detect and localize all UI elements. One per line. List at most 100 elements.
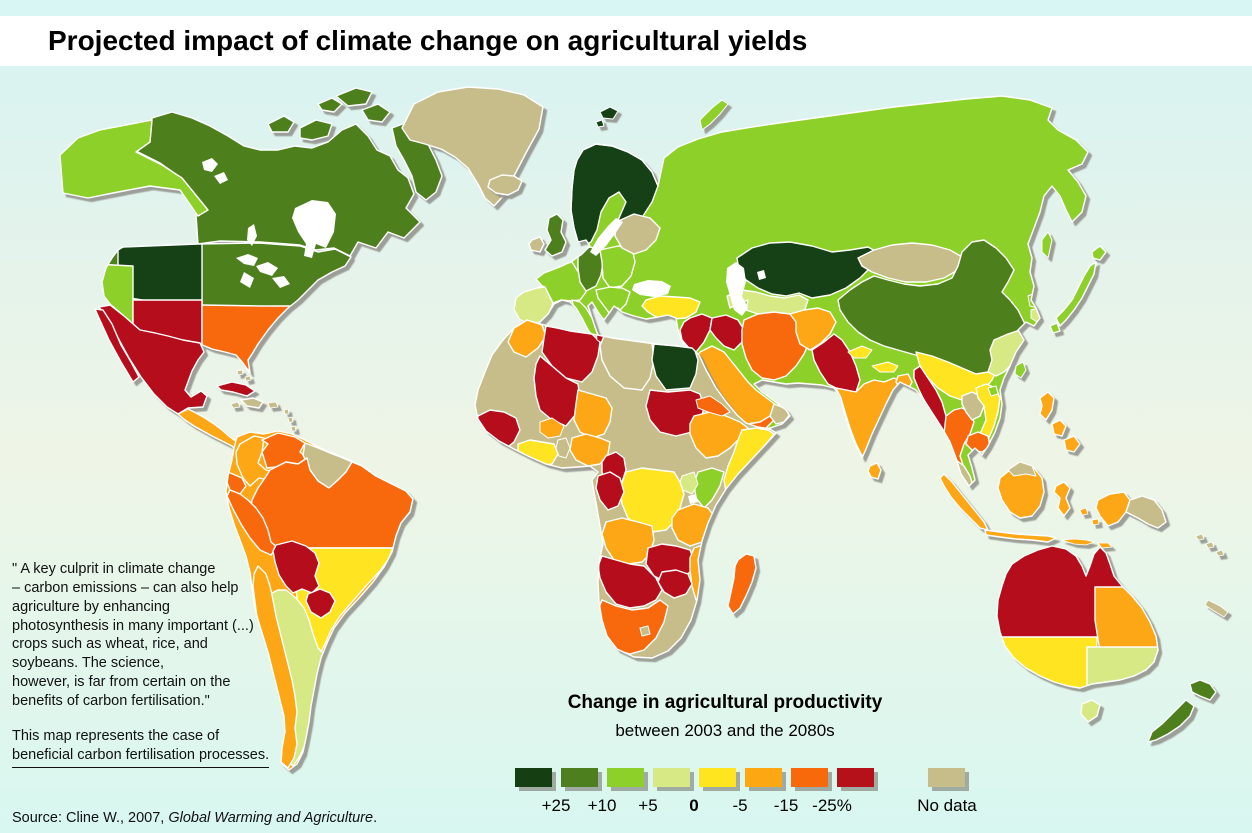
caspian-sea <box>726 262 748 316</box>
region-taiwan <box>1014 361 1027 379</box>
legend-boundary-label: +25 <box>541 796 571 815</box>
region-uruguay <box>327 636 352 657</box>
region-sierra-leone-liberia <box>487 445 513 465</box>
great-lakes <box>236 254 290 288</box>
quote-line: – carbon emissions – can also help <box>12 579 239 596</box>
legend-boundary-label: -25% <box>812 796 852 815</box>
region-borneo-malaysia <box>1007 461 1037 477</box>
continent-oceania <box>996 545 1217 743</box>
region-australia-southwest <box>997 636 1098 688</box>
region-sakhalin <box>1041 231 1053 259</box>
region-ivory-coast-ghana <box>517 439 559 467</box>
region-caribbean-islands <box>230 369 299 441</box>
continent-eurasia <box>487 95 1229 618</box>
source-line: Source: Cline W., 2007, Global Warming a… <box>12 810 377 826</box>
region-iberia <box>514 286 554 326</box>
region-philippines <box>1039 391 1081 453</box>
region-new-caledonia <box>1204 599 1229 618</box>
legend-boundary-label: +10 <box>587 796 617 815</box>
region-china-north <box>837 239 1029 379</box>
region-bangladesh <box>895 373 913 391</box>
region-turkey <box>641 295 701 320</box>
region-new-guinea-west <box>1095 491 1131 527</box>
region-malawi-mozambique <box>689 543 721 607</box>
note-line: beneficial carbon fertilisation processe… <box>12 746 270 768</box>
region-niger <box>573 389 613 439</box>
region-new-zealand <box>1147 679 1217 743</box>
region-lesser-sunda-islands <box>1061 507 1113 549</box>
region-alaska <box>59 119 209 217</box>
title-band: Projected impact of climate change on ag… <box>0 16 1252 66</box>
region-hispaniola <box>240 397 264 409</box>
quote-line: " A key culprit in climate change <box>12 561 216 577</box>
legend-swatch-m25 <box>791 768 828 787</box>
legend-swatch-p10 <box>561 768 598 787</box>
region-sumatra <box>939 473 989 531</box>
legend-swatch-m15 <box>745 768 782 787</box>
source-work-title: Global Warming and Agriculture <box>168 810 374 826</box>
note-line: This map represents the case of <box>12 728 220 744</box>
hudson-bay <box>292 200 336 258</box>
quote-line: crops such as wheat, rice, and <box>12 636 208 653</box>
region-united-kingdom <box>544 213 567 257</box>
region-sulawesi <box>1053 481 1071 517</box>
region-cuba <box>216 381 256 397</box>
region-eritrea <box>695 395 731 417</box>
legend-boundary-label: 0 <box>689 796 699 815</box>
black-sea <box>632 280 671 297</box>
quote-line: soybeans. The science, <box>12 655 165 672</box>
nodata-color-swatch <box>928 768 965 787</box>
legend-nodata-swatch <box>928 768 965 787</box>
region-us-southeast <box>201 304 291 373</box>
region-lesotho <box>639 625 651 637</box>
legend-swatch-p25 <box>515 768 552 787</box>
region-australia-southeast <box>1086 646 1158 688</box>
continent-north-america <box>59 86 544 455</box>
region-java <box>984 529 1057 543</box>
region-solomon-islands <box>1195 533 1225 557</box>
aral-sea <box>757 270 766 280</box>
region-congo-gabon <box>595 471 625 511</box>
region-burkina-faso <box>539 417 565 439</box>
region-canada <box>135 111 421 257</box>
region-afghanistan <box>789 307 837 351</box>
source-prefix: Source: Cline W., 2007, <box>12 810 169 826</box>
legend-swatch-p5 <box>607 768 644 787</box>
region-australia-northeast <box>1094 586 1158 653</box>
legend: Change in agricultural productivity betw… <box>515 692 935 741</box>
legend-label-row: +25 +10 +5 0 -5 -15 -25% <box>533 796 855 816</box>
legend-boundary-label: -5 <box>732 796 748 815</box>
region-angola <box>601 517 655 565</box>
region-canadian-arctic-islands <box>267 87 443 201</box>
region-iraq <box>709 314 745 351</box>
quote-line: benefits of carbon fertilisation." <box>12 692 210 709</box>
legend-nodata-label: No data <box>917 796 977 815</box>
region-paraguay <box>305 588 336 619</box>
legend-boundary-label: +5 <box>638 796 658 815</box>
quote-line: however, is far from certain on the <box>12 674 231 691</box>
baltic-sea <box>590 218 623 256</box>
region-iran <box>741 311 813 381</box>
region-novaya-zemlya <box>699 99 729 131</box>
region-tasmania <box>1080 699 1101 723</box>
region-pakistan <box>811 333 861 393</box>
region-ethiopia <box>689 411 749 459</box>
legend-swatch-z0 <box>653 768 690 787</box>
page-title: Projected impact of climate change on ag… <box>48 25 808 56</box>
region-baja-california <box>94 308 140 383</box>
region-oman <box>769 403 791 425</box>
legend-swatch-m5 <box>699 768 736 787</box>
region-balkans <box>595 286 631 315</box>
legend-swatch-m25plus <box>837 768 874 787</box>
source-suffix: . <box>373 810 378 826</box>
quote-line: agriculture by enhancing <box>12 598 170 615</box>
note-block: This map represents the case of beneficia… <box>12 727 292 768</box>
legend-boundary-label: -15 <box>773 796 799 815</box>
region-kenya <box>693 467 725 509</box>
legend-swatch-row <box>515 768 874 787</box>
region-mali <box>533 355 581 427</box>
canadian-lakes <box>202 158 257 246</box>
region-sri-lanka <box>867 462 882 480</box>
region-madagascar <box>727 553 757 615</box>
